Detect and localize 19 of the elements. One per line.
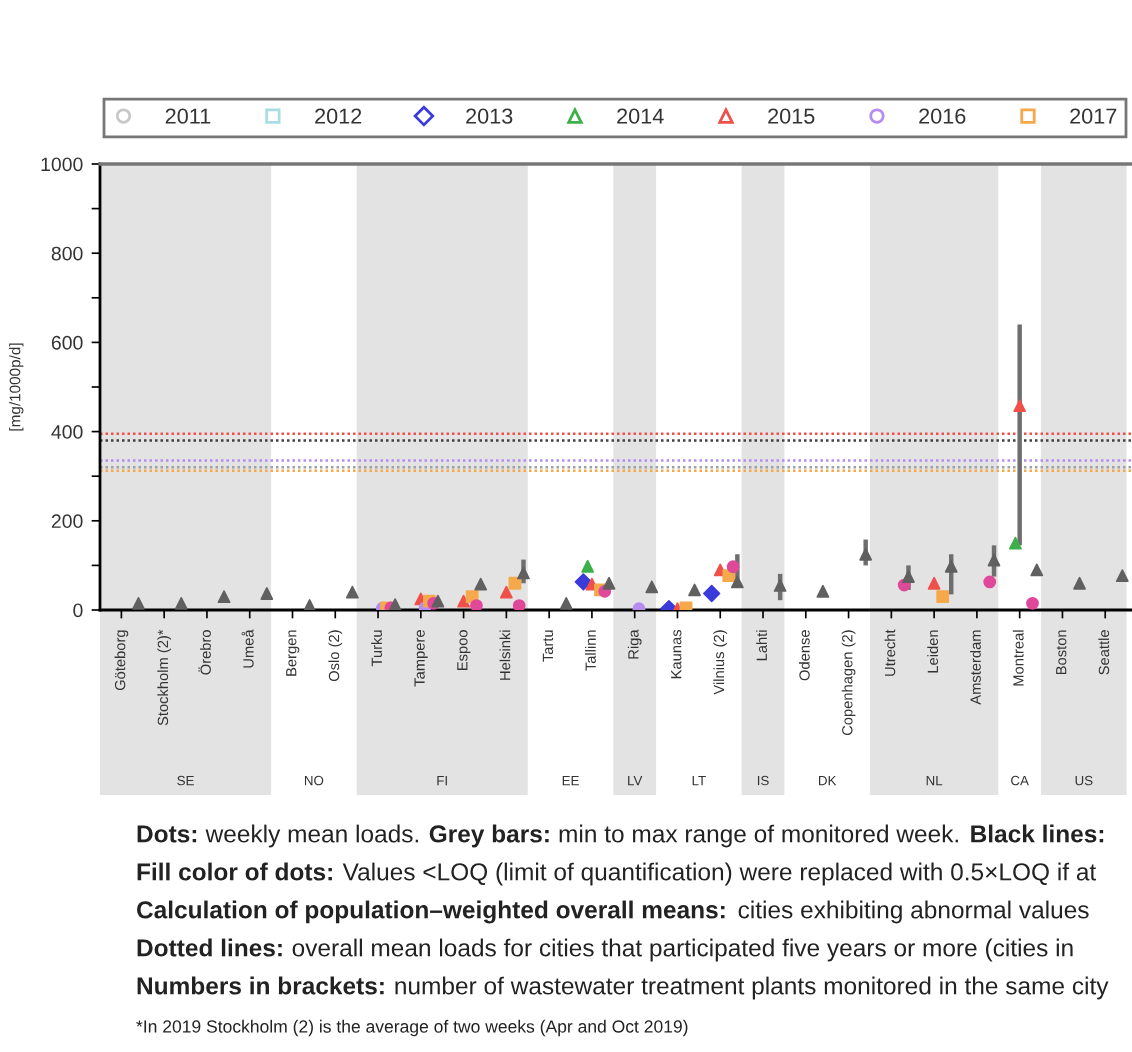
legend-label: 2012 — [315, 108, 362, 124]
text: Numbers in brackets: number of wastewater treatment plants monitored in the same city — [137, 976, 1109, 1000]
y-tick-label: 600 — [51, 335, 83, 350]
legend-label: 2016 — [919, 108, 966, 124]
text: Dotted lines: overall mean loads for cities that participated five years or more (cities in — [137, 938, 1073, 962]
y-tick-label: 200 — [51, 514, 83, 529]
legend-label: 2017 — [1070, 108, 1117, 124]
y-tick-label: 0 — [73, 603, 83, 618]
legend-label: 2011 — [165, 108, 211, 124]
text: Dots: weekly mean loads. Grey bars: min to max range of monitored week. Black lines: — [137, 824, 1104, 848]
legend-label: 2015 — [768, 108, 815, 124]
y-tick-label: 400 — [51, 425, 83, 439]
y-tick-label: 800 — [51, 246, 83, 261]
text: *In 2019 Stockholm (2) is the average of two weeks (Apr and Oct 2019) — [136, 1019, 688, 1037]
legend-label: 2013 — [466, 108, 513, 124]
legend-label: 2014 — [617, 108, 664, 124]
text: Fill color of dots: Values <LOQ (limit of quantification) were replaced with 0.5×LOQ if at — [137, 862, 1097, 886]
y-tick-label: 1000 — [41, 157, 83, 172]
text: Calculation of population–weighted overall means: cities exhibiting abnormal values — [137, 900, 1089, 924]
